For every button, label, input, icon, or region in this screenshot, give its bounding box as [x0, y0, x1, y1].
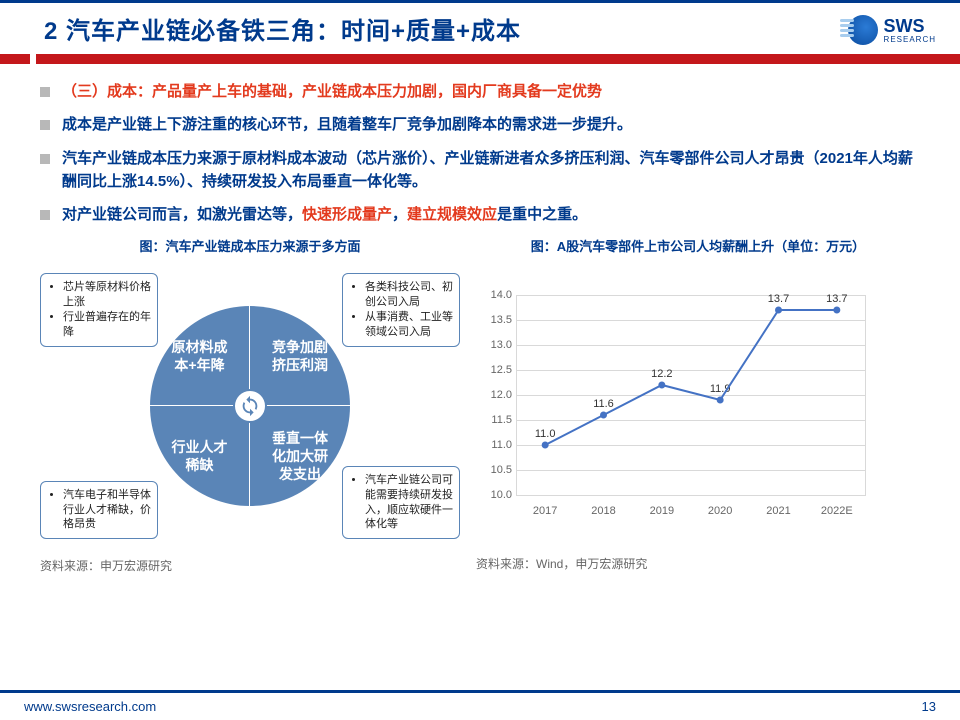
chart-title: 图：A股汽车零部件上市公司人均薪酬上升（单位：万元）: [476, 236, 920, 255]
cycle-icon: [233, 389, 267, 423]
bullet-4: 对产业链公司而言，如激光雷达等，快速形成量产，建立规模效应是重中之重。: [40, 203, 920, 226]
footer: www.swsresearch.com 13: [0, 690, 960, 720]
side-box-br: 汽车产业链公司可能需要持续研发投入，顺应软硬件一体化等: [342, 466, 460, 539]
line-chart: 11.011.612.211.913.713.7 10.010.511.011.…: [476, 285, 876, 525]
quad-tl: 原材料成本+年降: [150, 306, 250, 406]
bullet-1: （三）成本：产品量产上车的基础，产业链成本压力加剧，国内厂商具备一定优势: [40, 80, 920, 103]
bullet-3: 汽车产业链成本压力来源于原材料成本波动（芯片涨价）、产业链新进者众多挤压利润、汽…: [40, 147, 920, 194]
page-title: 2 汽车产业链必备铁三角：时间+质量+成本: [0, 11, 521, 46]
diagram-title: 图：汽车产业链成本压力来源于多方面: [40, 236, 460, 255]
footer-url: www.swsresearch.com: [24, 699, 156, 714]
red-divider: [0, 54, 960, 64]
figure-right: 图：A股汽车零部件上市公司人均薪酬上升（单位：万元） 11.011.612.21…: [476, 236, 920, 574]
quad-br: 垂直一体化加大研发支出: [250, 406, 350, 506]
quad-tr: 竞争加剧挤压利润: [250, 306, 350, 406]
side-box-bl: 汽车电子和半导体行业人才稀缺，价格昂贵: [40, 481, 158, 540]
logo-icon: [848, 15, 878, 45]
bullet-2: 成本是产业链上下游注重的核心环节，且随着整车厂竞争加剧降本的需求进一步提升。: [40, 113, 920, 136]
quad-bl: 行业人才稀缺: [150, 406, 250, 506]
logo-text-sub: RESEARCH: [884, 35, 936, 44]
bullet-list: （三）成本：产品量产上车的基础，产业链成本压力加剧，国内厂商具备一定优势 成本是…: [40, 80, 920, 226]
content-area: （三）成本：产品量产上车的基础，产业链成本压力加剧，国内厂商具备一定优势 成本是…: [0, 64, 960, 574]
page-number: 13: [922, 699, 936, 714]
diagram-source: 资料来源：申万宏源研究: [40, 557, 460, 574]
side-box-tr: 各类科技公司、初创公司入局 从事消费、工业等领域公司入局: [342, 273, 460, 346]
figure-left: 图：汽车产业链成本压力来源于多方面 芯片等原材料价格上涨 行业普遍存在的年降 各…: [40, 236, 460, 574]
chart-source: 资料来源：Wind，申万宏源研究: [476, 555, 920, 572]
logo: SWS RESEARCH: [848, 15, 936, 45]
side-box-tl: 芯片等原材料价格上涨 行业普遍存在的年降: [40, 273, 158, 346]
quadrant-diagram: 芯片等原材料价格上涨 行业普遍存在的年降 各类科技公司、初创公司入局 从事消费、…: [40, 261, 460, 551]
logo-text-main: SWS: [884, 17, 936, 35]
header-bar: 2 汽车产业链必备铁三角：时间+质量+成本 SWS RESEARCH: [0, 0, 960, 54]
